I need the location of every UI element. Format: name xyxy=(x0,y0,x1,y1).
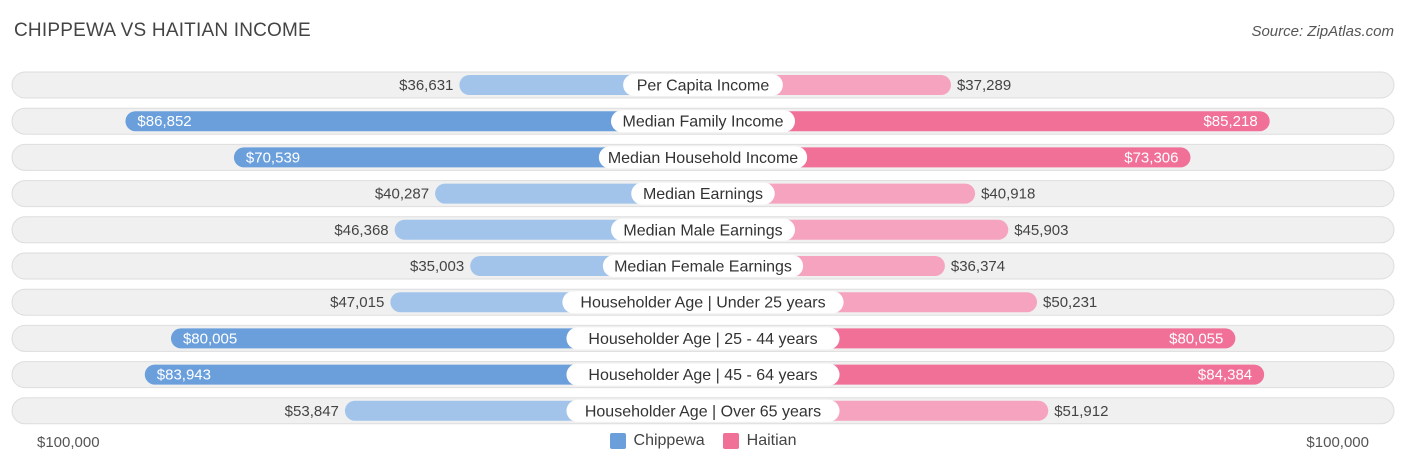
category-pill xyxy=(611,218,795,241)
bar-haitian xyxy=(703,147,1191,168)
category-pill xyxy=(611,110,795,133)
bar-chippewa xyxy=(125,111,703,132)
axis-label-right: $100,000 xyxy=(1306,434,1369,451)
category-label: Householder Age | 45 - 64 years xyxy=(588,367,817,384)
income-chart: $36,631 $37,289 Per Capita Income $86,852 $8… xyxy=(11,71,1395,425)
chart-title: CHIPPEWA VS HAITIAN INCOME xyxy=(14,20,311,41)
bar-chippewa xyxy=(233,147,703,168)
value-label-haitian: $84,384 xyxy=(1198,367,1252,384)
category-label: Householder Age | 25 - 44 years xyxy=(588,331,817,348)
category-label: Householder Age | Over 65 years xyxy=(585,403,821,420)
category-pill xyxy=(602,255,804,277)
value-label-haitian: $73,306 xyxy=(1124,149,1178,166)
value-label-haitian: $45,903 xyxy=(1014,222,1068,239)
value-label-haitian: $80,055 xyxy=(1169,330,1223,347)
value-label-chippewa: $47,015 xyxy=(330,294,384,311)
category-pill xyxy=(566,399,840,422)
legend-label-chippewa: Chippewa xyxy=(633,432,705,449)
bar-haitian xyxy=(703,364,1265,385)
value-label-chippewa: $80,005 xyxy=(183,330,237,347)
category-pill xyxy=(598,146,808,169)
legend-item-haitian: Haitian xyxy=(722,432,797,450)
bar-haitian xyxy=(703,111,1270,132)
legend-swatch-chippewa xyxy=(609,433,626,449)
value-label-haitian: $36,374 xyxy=(951,258,1005,275)
value-label-chippewa: $40,287 xyxy=(375,186,429,203)
category-pill xyxy=(623,74,783,96)
category-pill xyxy=(566,327,840,350)
legend-swatch-haitian xyxy=(722,433,739,449)
category-label: Median Family Income xyxy=(623,114,784,131)
legend-label-haitian: Haitian xyxy=(746,432,797,449)
value-label-haitian: $37,289 xyxy=(957,77,1011,94)
value-label-haitian: $50,231 xyxy=(1043,294,1097,311)
value-label-chippewa: $35,003 xyxy=(410,258,464,275)
legend-item-chippewa: Chippewa xyxy=(609,432,705,450)
value-label-chippewa: $70,539 xyxy=(246,149,300,166)
value-label-chippewa: $83,943 xyxy=(157,367,211,384)
bar-chippewa xyxy=(144,364,703,385)
value-label-haitian: $51,912 xyxy=(1054,403,1108,420)
category-pill xyxy=(566,363,840,386)
value-label-chippewa: $36,631 xyxy=(399,77,453,94)
category-pill xyxy=(562,291,844,314)
value-label-chippewa: $53,847 xyxy=(285,403,339,420)
value-label-haitian: $40,918 xyxy=(981,186,1035,203)
value-label-chippewa: $46,368 xyxy=(334,222,388,239)
category-label: Householder Age | Under 25 years xyxy=(580,295,825,312)
category-pill xyxy=(631,182,775,205)
axis-label-left: $100,000 xyxy=(37,434,100,451)
chart-source: Source: ZipAtlas.com xyxy=(1251,23,1394,40)
chart-legend: Chippewa Haitian xyxy=(0,432,1406,450)
value-label-haitian: $85,218 xyxy=(1203,113,1257,130)
category-label: Median Male Earnings xyxy=(623,222,782,239)
category-label: Median Female Earnings xyxy=(614,259,792,276)
category-label: Median Earnings xyxy=(643,186,763,203)
category-label: Median Household Income xyxy=(608,150,798,167)
category-label: Per Capita Income xyxy=(637,78,770,95)
value-label-chippewa: $86,852 xyxy=(137,113,191,130)
